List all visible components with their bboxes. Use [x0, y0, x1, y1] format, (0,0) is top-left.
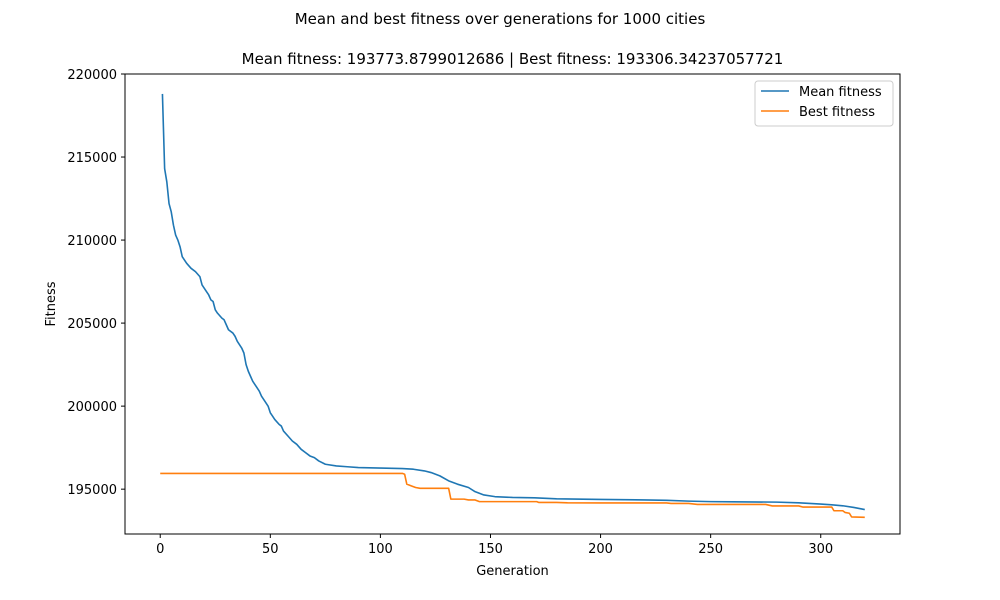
y-tick-label: 215000	[67, 151, 117, 166]
x-axis: 0 50 100 150 200 250 300	[156, 534, 833, 557]
y-axis-label: Fitness	[44, 281, 59, 326]
plot-series	[160, 93, 865, 519]
x-tick-label: 250	[698, 542, 723, 557]
legend-box	[754, 80, 894, 127]
y-tick-label: 195000	[67, 483, 117, 498]
x-tick-label: 300	[808, 542, 833, 557]
y-axis: 195000 200000 205000 210000 215000 220000	[67, 68, 125, 498]
legend-label: Mean fitness	[799, 85, 882, 100]
chart-suptitle: Mean and best fitness over generations f…	[295, 10, 706, 28]
x-tick-label: 150	[478, 542, 503, 557]
x-tick-label: 200	[588, 542, 613, 557]
x-axis-label: Generation	[476, 564, 549, 579]
y-tick-label: 205000	[67, 317, 117, 332]
x-tick-label: 100	[368, 542, 393, 557]
y-tick-label: 210000	[67, 234, 117, 249]
chart-title: Mean fitness: 193773.8799012686 | Best f…	[242, 50, 784, 68]
y-tick-label: 220000	[67, 68, 117, 83]
series-line-best-fitness	[160, 472, 865, 519]
legend: Mean fitness Best fitness	[754, 80, 894, 127]
series-line-mean-fitness	[161, 93, 865, 511]
y-tick-label: 200000	[67, 400, 117, 415]
x-tick-label: 0	[156, 542, 164, 557]
x-tick-label: 50	[262, 542, 279, 557]
plot-frame	[124, 73, 901, 535]
legend-label: Best fitness	[799, 105, 875, 120]
